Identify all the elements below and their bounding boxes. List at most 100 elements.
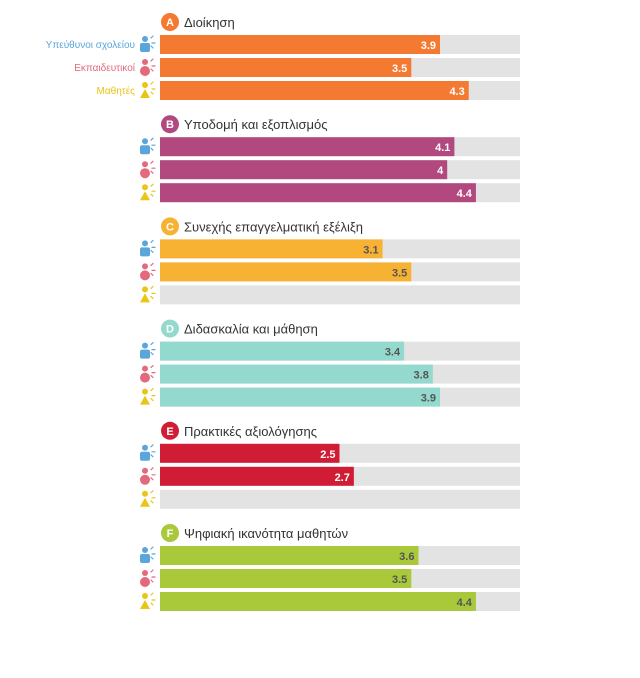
speech-spark-icon [151, 184, 155, 196]
bar-value-label: 3.5 [392, 574, 407, 586]
bar [160, 239, 383, 258]
chart-section-f: F Ψηφιακή ικανότητα μαθητών 3.6 3.5 4.4 [140, 524, 520, 611]
bar-value-label: 2.7 [335, 472, 350, 484]
person-icon-body [140, 600, 150, 609]
bar-track [160, 285, 520, 304]
bar [160, 365, 433, 384]
section-letter: C [166, 221, 174, 233]
speech-spark-icon [151, 59, 155, 71]
speech-spark-icon [151, 445, 155, 457]
bar-value-label: 4 [437, 165, 444, 177]
person-icon-body [140, 577, 150, 587]
person-icon-head [142, 491, 148, 497]
speech-spark-icon [151, 240, 155, 252]
section-title: Διδασκαλία και μάθηση [184, 322, 318, 337]
speech-spark-icon [151, 547, 155, 559]
section-title: Υποδομή και εξοπλισμός [184, 117, 328, 132]
section-letter: B [166, 119, 174, 131]
bar-value-label: 3.9 [421, 393, 436, 405]
person-icon-body [140, 43, 150, 52]
person-icon-head [142, 240, 148, 246]
bar-value-label: 2.5 [320, 449, 335, 461]
person-icon-head [142, 445, 148, 451]
person-icon-body [140, 452, 150, 461]
bar-value-label: 4.4 [457, 597, 473, 609]
speech-spark-icon [151, 36, 155, 48]
bar [160, 569, 411, 588]
speech-spark-icon [151, 366, 155, 378]
chart-section-d: D Διδασκαλία και μάθηση 3.4 3.8 3.9 [140, 320, 520, 407]
person-icon-body [140, 373, 150, 383]
bar-value-label: 4.3 [449, 86, 464, 98]
person-icon-body [140, 191, 150, 200]
person-icon-head [142, 343, 148, 349]
speech-spark-icon [151, 286, 155, 298]
bar-value-label: 3.5 [392, 63, 407, 75]
person-icon-head [142, 263, 148, 269]
bar-value-label: 3.4 [385, 347, 401, 359]
bar [160, 546, 418, 565]
speech-spark-icon [151, 389, 155, 401]
bar-value-label: 3.6 [399, 551, 414, 563]
person-icon-body [140, 89, 150, 98]
chart-section-a: A Διοίκηση Υπεύθυνοι σχολείου 3.9 Εκπαιδευτι… [46, 13, 520, 100]
bar [160, 592, 476, 611]
speech-spark-icon [151, 82, 155, 94]
person-icon-body [140, 247, 150, 256]
section-title: Ψηφιακή ικανότητα μαθητών [184, 526, 348, 541]
person-icon-body [140, 293, 150, 302]
bar [160, 81, 469, 100]
person-icon-head [142, 593, 148, 599]
bar [160, 160, 447, 179]
chart: A ΔιοίκησηΥπεύθυνοι σχολείου 3.9Εκπαιδευτι… [0, 0, 640, 678]
speech-spark-icon [151, 570, 155, 582]
person-icon-body [140, 350, 150, 359]
bar [160, 58, 411, 77]
person-icon-body [140, 475, 150, 485]
bar [160, 137, 454, 156]
speech-spark-icon [151, 593, 155, 605]
person-icon-head [142, 547, 148, 553]
speech-spark-icon [151, 468, 155, 480]
bar [160, 444, 340, 463]
speech-spark-icon [151, 263, 155, 275]
person-icon-head [142, 366, 148, 372]
bar-value-label: 4.4 [457, 188, 473, 200]
person-icon-body [140, 498, 150, 507]
bar [160, 342, 404, 361]
bar-value-label: 3.5 [392, 267, 407, 279]
bar [160, 262, 411, 281]
person-icon-head [142, 468, 148, 474]
section-letter: F [167, 528, 174, 540]
person-icon-head [142, 36, 148, 42]
chart-section-b: B Υποδομή και εξοπλισμός 4.1 4 4.4 [140, 115, 520, 202]
bar-value-label: 4.1 [435, 142, 450, 154]
person-icon-body [140, 66, 150, 76]
section-letter: A [166, 17, 174, 29]
bar [160, 388, 440, 407]
bar-value-label: 3.8 [414, 370, 429, 382]
bar [160, 35, 440, 54]
section-letter: D [166, 324, 174, 336]
person-icon-head [142, 82, 148, 88]
section-title: Συνεχής επαγγελματική εξέλιξη [184, 219, 363, 234]
person-icon-head [142, 389, 148, 395]
person-icon-head [142, 570, 148, 576]
speech-spark-icon [151, 161, 155, 173]
bar-track [160, 490, 520, 509]
person-icon-head [142, 286, 148, 292]
bar [160, 183, 476, 202]
legend-role-label: Εκπαιδευτικοί [74, 62, 136, 74]
person-icon-body [140, 145, 150, 154]
section-title: Πρακτικές αξιολόγησης [184, 424, 317, 439]
speech-spark-icon [151, 138, 155, 150]
bar [160, 467, 354, 486]
section-letter: E [166, 426, 173, 438]
person-icon-body [140, 168, 150, 178]
person-icon-body [140, 396, 150, 405]
person-icon-body [140, 554, 150, 563]
person-icon-head [142, 184, 148, 190]
legend-role-label: Μαθητές [97, 85, 136, 97]
